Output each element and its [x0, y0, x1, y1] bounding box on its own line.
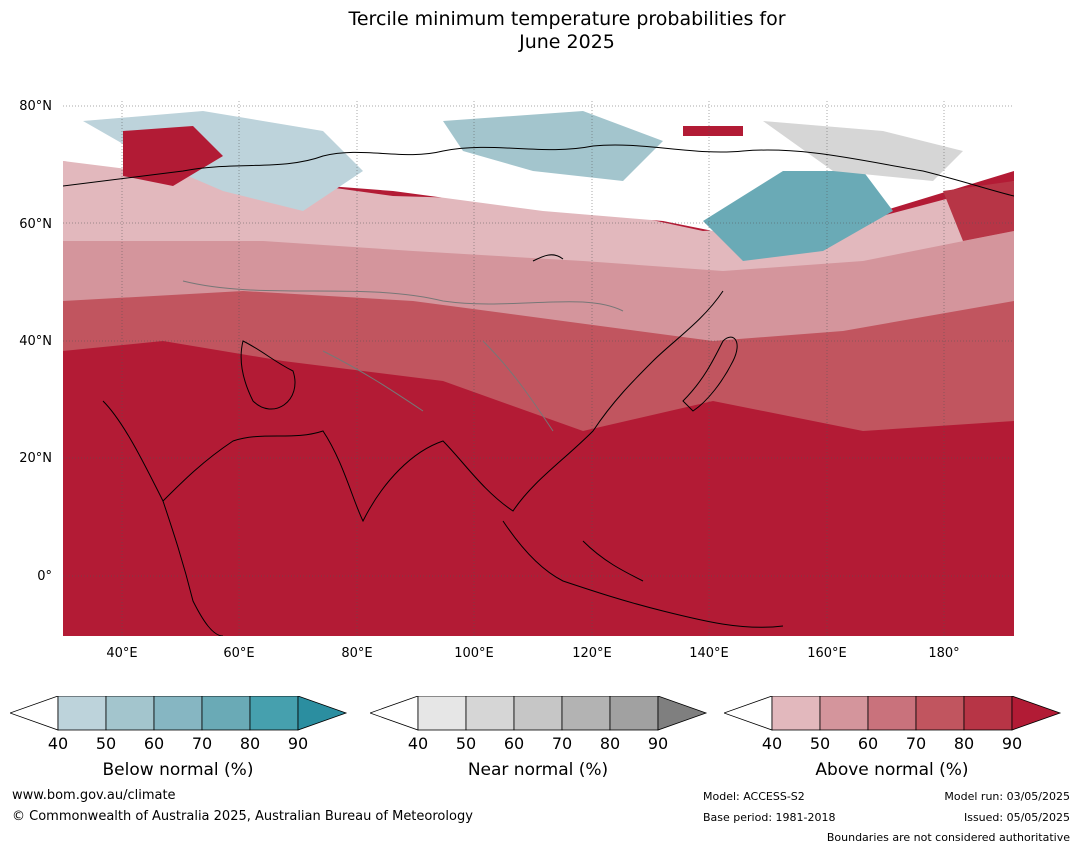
cb-near-label: Near normal (%)	[467, 760, 609, 780]
borders	[182, 280, 624, 432]
colorbar-near	[370, 696, 708, 731]
cb-near-bin-40	[417, 696, 467, 731]
cb-tick: 70	[191, 734, 213, 753]
probability-map	[63, 101, 1014, 636]
cb-near-bin-50	[465, 696, 515, 731]
cb-above-bin-60	[867, 696, 917, 731]
cb-tick: 70	[551, 734, 573, 753]
cb-above-label: Above normal (%)	[815, 760, 969, 780]
cb-below-bin-60	[153, 696, 203, 731]
cb-below-bin-70	[201, 696, 251, 731]
above-scandinavia	[123, 126, 223, 186]
cb-near-lower-arrow	[370, 696, 419, 731]
lon-label-40e: 40°E	[106, 646, 138, 661]
below-east-siberia	[703, 171, 893, 261]
colorbar-below	[10, 696, 348, 731]
map-title: Tercile minimum temperature probabilitie…	[0, 8, 1081, 54]
cb-tick: 80	[599, 734, 621, 753]
cb-below-lower-arrow	[10, 696, 59, 731]
cb-tick: 50	[95, 734, 117, 753]
lat-label-0: 0°	[37, 569, 52, 584]
cb-above-bin-50	[819, 696, 869, 731]
lon-label-80e: 80°E	[341, 646, 373, 661]
cb-below-bin-50	[105, 696, 155, 731]
issued-text: Issued: 05/05/2025	[963, 811, 1070, 824]
cb-tick: 90	[647, 734, 669, 753]
coastlines	[63, 144, 1014, 636]
cb-tick: 80	[953, 734, 975, 753]
cb-below-upper-arrow	[297, 696, 348, 731]
lon-label-100e: 100°E	[454, 646, 494, 661]
map-svg	[63, 101, 1014, 636]
lat-label-60n: 60°N	[19, 217, 52, 232]
lon-label-180: 180°	[928, 646, 960, 661]
lon-label-140e: 140°E	[689, 646, 729, 661]
lat-label-40n: 40°N	[19, 334, 52, 349]
above-arctic-patch	[683, 126, 743, 136]
title-line-1: Tercile minimum temperature probabilitie…	[348, 8, 786, 30]
cb-above-bin-70	[915, 696, 965, 731]
cb-tick: 40	[47, 734, 69, 753]
cb-tick: 90	[287, 734, 309, 753]
cb-tick: 90	[1001, 734, 1023, 753]
above-kamchatka	[943, 181, 1014, 241]
cb-above-upper-arrow	[1011, 696, 1062, 731]
title-line-2: June 2025	[519, 31, 615, 53]
below-central-siberia	[443, 111, 663, 181]
cb-near-bin-70	[561, 696, 611, 731]
cb-below-label: Below normal (%)	[102, 760, 254, 780]
lat-label-80n: 80°N	[19, 99, 52, 114]
cb-tick: 50	[809, 734, 831, 753]
cb-above-bin-80	[963, 696, 1013, 731]
near-northeast	[763, 121, 963, 181]
website-link[interactable]: www.bom.gov.au/climate	[12, 788, 176, 803]
above-70-region	[63, 251, 1014, 431]
colorbar-above	[724, 696, 1062, 731]
disclaimer-text: Boundaries are not considered authoritat…	[826, 831, 1070, 844]
cb-tick: 40	[761, 734, 783, 753]
cb-near-bin-80	[609, 696, 659, 731]
cb-tick: 60	[143, 734, 165, 753]
copyright-text: © Commonwealth of Australia 2025, Austra…	[12, 809, 473, 824]
cb-above-lower-arrow	[724, 696, 773, 731]
cb-near-bin-60	[513, 696, 563, 731]
base-period-text: Base period: 1981-2018	[703, 811, 836, 824]
cb-tick: 60	[857, 734, 879, 753]
cb-tick: 70	[905, 734, 927, 753]
cb-below-bin-80	[249, 696, 299, 731]
cb-tick: 40	[407, 734, 429, 753]
lon-label-160e: 160°E	[807, 646, 847, 661]
lon-label-120e: 120°E	[572, 646, 612, 661]
cb-below-bin-40	[57, 696, 107, 731]
lon-label-60e: 60°E	[223, 646, 255, 661]
lat-label-20n: 20°N	[19, 451, 52, 466]
cb-above-bin-40	[771, 696, 821, 731]
model-text: Model: ACCESS-S2	[703, 790, 805, 803]
cb-near-upper-arrow	[657, 696, 708, 731]
cb-tick: 80	[239, 734, 261, 753]
cb-tick: 50	[455, 734, 477, 753]
cb-tick: 60	[503, 734, 525, 753]
model-run-text: Model run: 03/05/2025	[944, 790, 1070, 803]
graticule	[63, 101, 1014, 636]
